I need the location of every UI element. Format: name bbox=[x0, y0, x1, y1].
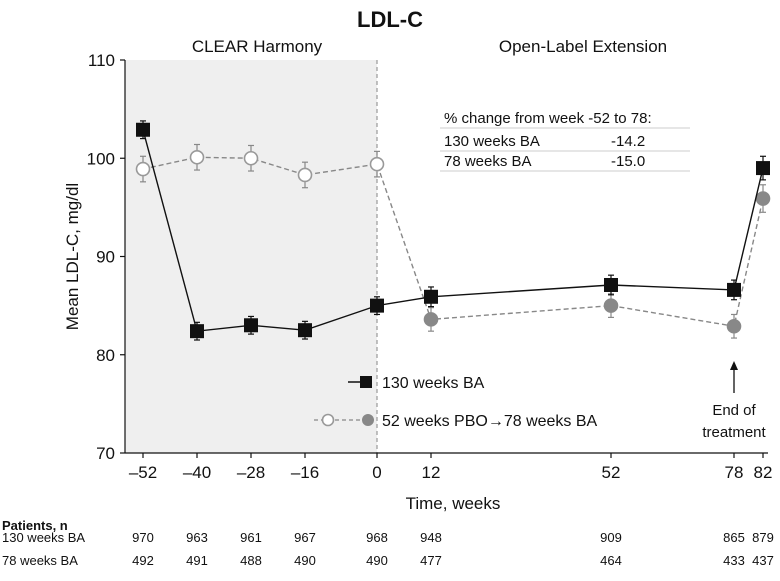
period-label-clear-harmony: CLEAR Harmony bbox=[192, 37, 323, 56]
y-tick-label: 70 bbox=[96, 444, 115, 463]
x-tick-label: –52 bbox=[129, 463, 157, 482]
clear-harmony-shading bbox=[125, 60, 377, 453]
data-point bbox=[369, 156, 385, 172]
x-tick-label: –16 bbox=[291, 463, 319, 482]
chart-title: LDL-C bbox=[357, 7, 423, 32]
legend-label-130: 130 weeks BA bbox=[382, 375, 485, 392]
data-point bbox=[298, 323, 312, 338]
data-point bbox=[755, 191, 771, 206]
data-point bbox=[370, 298, 384, 313]
legend-marker-pbo-hollow bbox=[321, 413, 335, 427]
y-tick-label: 110 bbox=[88, 51, 115, 70]
data-point bbox=[423, 312, 439, 327]
x-tick-label: 0 bbox=[372, 463, 381, 482]
y-tick-label: 90 bbox=[96, 248, 115, 267]
x-axis-title: Time, weeks bbox=[406, 494, 501, 513]
y-tick-label: 80 bbox=[96, 346, 115, 365]
data-point bbox=[727, 282, 741, 297]
data-point bbox=[603, 298, 619, 313]
data-point bbox=[297, 167, 313, 183]
x-tick-label: 12 bbox=[422, 463, 441, 482]
period-label-open-label: Open-Label Extension bbox=[499, 37, 667, 56]
y-axis-title: Mean LDL-C, mg/dl bbox=[63, 183, 82, 330]
data-point bbox=[726, 318, 742, 334]
x-tick-label: 52 bbox=[602, 463, 621, 482]
annotation-text-line1: End of bbox=[712, 402, 756, 419]
data-point bbox=[424, 289, 438, 304]
data-point bbox=[135, 161, 151, 177]
legend-label-pbo: 52 weeks PBO→78 weeks BA bbox=[382, 413, 598, 430]
legend: 130 weeks BA 52 weeks PBO→78 weeks BA bbox=[314, 375, 598, 430]
x-tick-label: –40 bbox=[183, 463, 211, 482]
data-point bbox=[756, 161, 770, 176]
inset-table-row-label: 78 weeks BA bbox=[444, 153, 532, 170]
legend-marker-pbo-filled bbox=[362, 414, 374, 426]
inset-table-row-value: -14.2 bbox=[611, 133, 645, 150]
annotation-text-line2: treatment bbox=[702, 424, 766, 441]
data-point bbox=[243, 150, 259, 166]
data-point bbox=[189, 149, 205, 165]
data-point bbox=[190, 324, 204, 339]
x-tick-label: 78 bbox=[725, 463, 744, 482]
inset-table-row-value: -15.0 bbox=[611, 153, 645, 170]
data-point bbox=[244, 318, 258, 333]
inset-table-header: % change from week -52 to 78: bbox=[444, 110, 652, 127]
data-point bbox=[136, 122, 150, 137]
series-pbo-78-weeks-ba bbox=[135, 143, 771, 339]
annotation-arrow-head bbox=[730, 361, 738, 370]
inset-table-row-label: 130 weeks BA bbox=[444, 133, 540, 150]
x-tick-label: 82 bbox=[754, 463, 773, 482]
y-tick-label: 100 bbox=[87, 149, 115, 168]
series-line bbox=[142, 156, 764, 328]
data-point bbox=[604, 277, 618, 292]
series-130-weeks-ba bbox=[136, 120, 770, 341]
x-tick-label: –28 bbox=[237, 463, 265, 482]
legend-marker-130 bbox=[360, 376, 372, 388]
